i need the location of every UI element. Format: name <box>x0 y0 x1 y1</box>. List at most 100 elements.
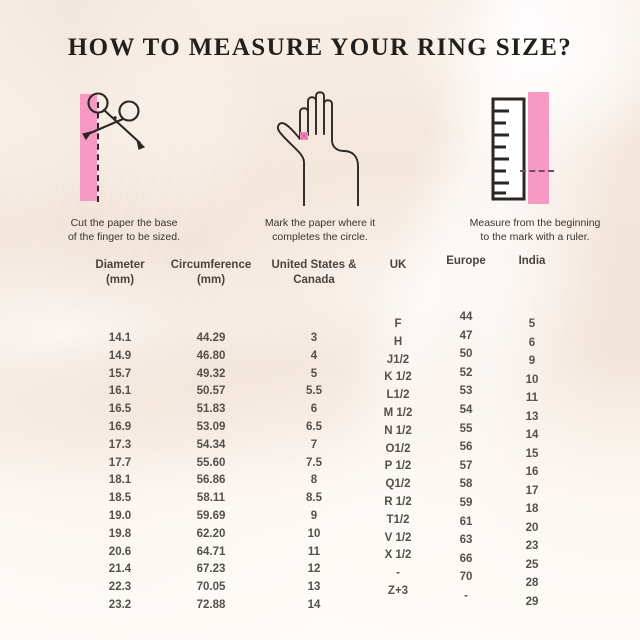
header-line-1: United States & <box>271 259 357 271</box>
table-cell: 59 <box>459 497 473 509</box>
table-cell: 72.88 <box>196 599 226 611</box>
column-europe: Europe 44 47 50 52 53 54 55 56 57 58 59 61 63 66 70 - <box>424 255 508 602</box>
table-cell: J1/2 <box>386 353 410 366</box>
table-cell: 54 <box>459 404 473 416</box>
column-india: India 5 6 9 10 11 13 14 15 16 17 18 20 23 25 28 29 <box>490 255 574 608</box>
table-cell: 19.0 <box>108 510 132 522</box>
table-cell: 9 <box>310 510 318 522</box>
header-line-1: Europe <box>446 255 486 267</box>
table-cell: 55.60 <box>196 456 226 469</box>
table-cell: P 1/2 <box>384 460 412 473</box>
ruler-icon <box>491 97 526 201</box>
table-cell: 20 <box>525 521 539 534</box>
table-cell: 14.1 <box>108 332 132 344</box>
table-cell: 9 <box>528 355 536 367</box>
table-cell: 17.7 <box>108 456 132 469</box>
column-header-circumference: Circumference (mm) <box>158 258 264 288</box>
step-measure-ruler-caption: Measure from the beginning to the mark w… <box>432 216 638 244</box>
table-cell: 53.09 <box>196 421 226 433</box>
step-mark-paper-art <box>218 88 422 206</box>
table-cell: T1/2 <box>386 513 410 526</box>
table-cell: 5 <box>528 318 536 330</box>
table-cell: 8 <box>310 474 318 487</box>
table-cell: 8.5 <box>306 492 322 505</box>
table-cell: 21.4 <box>108 563 132 576</box>
page-title: HOW TO MEASURE YOUR RING SIZE? <box>67 34 573 61</box>
table-cell: 20.6 <box>108 545 132 558</box>
table-cell: 62.20 <box>196 527 226 540</box>
table-cell: 46.80 <box>196 349 226 362</box>
table-cell: 14.9 <box>108 349 132 362</box>
dashed-cut-line <box>97 102 99 202</box>
table-cell: 54.34 <box>196 438 226 451</box>
caption-line-2: completes the circle. <box>272 231 368 243</box>
column-circumference: Circumference (mm) 44.29 46.80 49.32 50.57 5… <box>158 258 264 611</box>
paper-strip-shape <box>528 92 549 204</box>
table-cell: 61 <box>459 515 473 528</box>
table-cell: 70.05 <box>196 581 226 594</box>
table-cell: 56.86 <box>196 474 226 487</box>
table-cell: 6 <box>310 403 318 416</box>
table-cell: 51.83 <box>196 403 226 416</box>
table-cell: 7 <box>310 438 318 451</box>
table-cell: Q1/2 <box>385 478 411 491</box>
ring-size-table: Diameter (mm) 14.1 14.9 15.7 16.1 16.5 16.9 17… <box>0 255 640 611</box>
header-line-1: UK <box>389 259 407 271</box>
table-cell: 13 <box>525 410 539 423</box>
column-united-states-canada: United States & Canada 3 4 5 5.5 6 6.5 7 7.5 8 8.… <box>252 258 376 611</box>
header-line-1: Diameter <box>95 259 145 271</box>
table-cell: 10 <box>525 373 539 386</box>
table-cell: 14 <box>307 599 321 611</box>
table-cell: 53 <box>459 385 473 398</box>
table-cell: 25 <box>525 558 539 571</box>
steps-row: Cut the paper the base of the finger to … <box>0 88 640 248</box>
table-cell: H <box>393 335 403 348</box>
column-uk: UK F H J1/2 K 1/2 L1/2 M 1/2 N 1/2 O1/2 P 1/2 Q1/… <box>356 258 440 597</box>
header-line-1: India <box>518 255 546 267</box>
table-cell: 11 <box>307 545 321 558</box>
table-cell: K 1/2 <box>384 371 412 384</box>
table-cell: 56 <box>459 441 473 454</box>
table-cell: 4 <box>310 349 318 362</box>
table-cell: 13 <box>307 581 321 594</box>
table-cell: O1/2 <box>385 442 411 455</box>
table-cell: M 1/2 <box>383 407 413 419</box>
table-cell: 5.5 <box>306 385 322 398</box>
table-cell: 6.5 <box>306 421 322 433</box>
table-cell: Z+3 <box>387 585 409 597</box>
column-header-uk: UK <box>356 258 440 273</box>
step-cut-paper-art <box>18 88 230 206</box>
table-cell: 50.57 <box>196 385 226 398</box>
table-cell: - <box>464 590 468 602</box>
table-cell: 18.1 <box>108 474 132 487</box>
table-cell: 23.2 <box>108 599 132 611</box>
table-cell: 5 <box>310 367 318 380</box>
table-cell: 23 <box>525 540 539 552</box>
table-cell: 67.23 <box>196 563 226 576</box>
table-cell: 57 <box>459 459 473 472</box>
table-cell: V 1/2 <box>384 531 412 544</box>
step-measure-ruler-art <box>432 88 638 206</box>
table-cell: 64.71 <box>196 545 226 558</box>
header-line-2: Canada <box>293 274 335 286</box>
caption-line-1: Measure from the beginning <box>469 217 601 229</box>
table-cell: 16.5 <box>108 403 132 416</box>
measurement-mark <box>520 170 554 172</box>
step-mark-paper-caption: Mark the paper where it completes the ci… <box>218 216 422 244</box>
table-cell: X 1/2 <box>384 549 412 562</box>
table-cell: 16 <box>525 466 539 478</box>
step-cut-paper-caption: Cut the paper the base of the finger to … <box>18 216 230 244</box>
table-cell: 17.3 <box>108 438 132 451</box>
step-cut-paper: Cut the paper the base of the finger to … <box>18 88 230 248</box>
table-cell: L1/2 <box>386 389 410 402</box>
scissors-icon <box>82 92 146 150</box>
table-cell: 70 <box>459 571 473 584</box>
caption-line-1: Cut the paper the base <box>70 217 178 229</box>
column-header-india: India <box>490 254 574 269</box>
caption-line-2: of the finger to be sized. <box>67 231 181 243</box>
table-cell: 11 <box>525 392 539 404</box>
table-cell: 18 <box>525 503 539 515</box>
step-mark-paper: Mark the paper where it completes the ci… <box>218 88 422 248</box>
header-line-2: (mm) <box>105 274 135 286</box>
